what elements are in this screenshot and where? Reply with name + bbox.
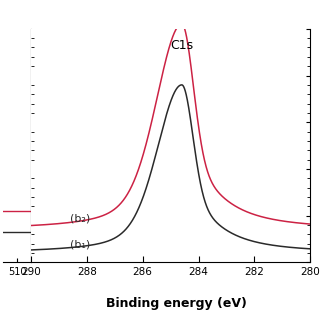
Text: (b₁): (b₁) xyxy=(70,240,90,250)
Text: (b₂): (b₂) xyxy=(70,214,90,224)
Text: Binding energy (eV): Binding energy (eV) xyxy=(106,297,246,310)
Text: C1s: C1s xyxy=(170,39,193,52)
